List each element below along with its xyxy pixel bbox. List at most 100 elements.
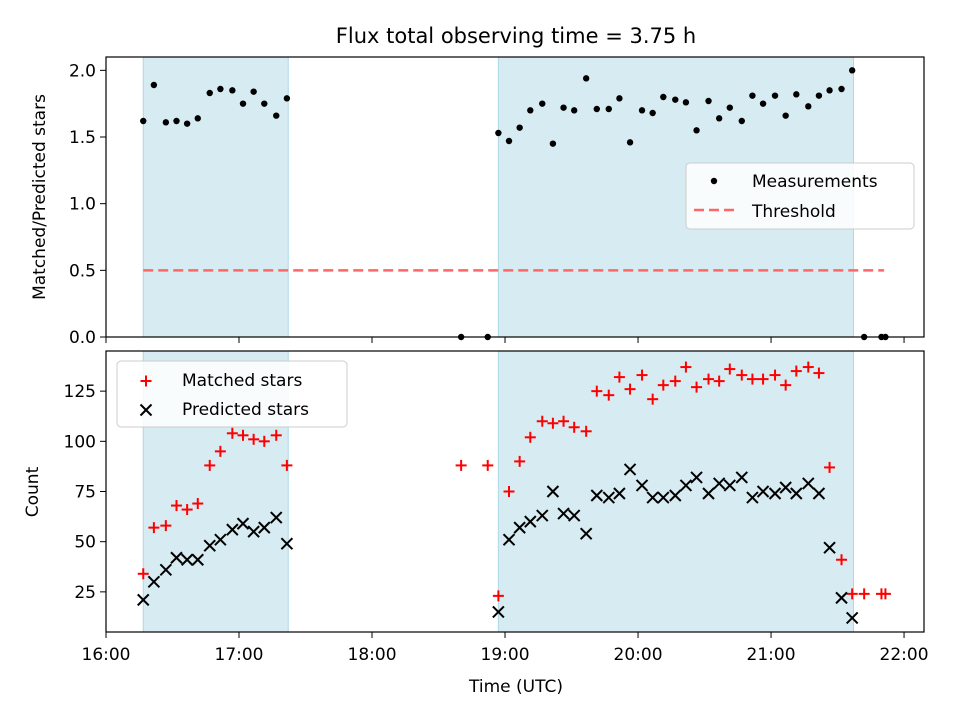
measurement-point [206,89,213,97]
chart-title: Flux total observing time = 3.75 h [336,24,696,48]
measurement-point [660,93,667,101]
y-tick-label: 0.0 [69,328,96,348]
top-y-axis-label: Matched/Predicted stars [30,94,50,300]
predicted-stars-point [147,575,161,589]
predicted-stars-point [270,511,283,524]
predicted-stars-point [723,479,737,492]
predicted-stars-point [567,509,581,522]
measurement-point [162,119,170,126]
matched-stars-point [503,486,515,497]
predicted-stars-point [536,509,549,522]
observing-window-1 [142,56,289,338]
predicted-stars-point [236,517,250,530]
bottom-panel: 25 50 75 100 125 16:00 17:00 18:00 19:00 20:00 21:… [64,350,929,665]
measurement-point [793,91,800,98]
x-tick-label: 22:00 [880,645,929,665]
predicted-stars-point [159,563,173,576]
predicted-stars-point [657,491,670,504]
measurement-point [261,100,268,107]
matched-stars-point [790,365,802,377]
matched-stars-point [703,373,715,385]
legend-measurements-marker [710,177,718,185]
measurement-point [726,104,734,111]
predicted-stars-point [513,521,526,534]
measurement-point [239,100,247,107]
predicted-stars-point [247,525,260,538]
predicted-stars-point [690,471,703,484]
predicted-stars-point [137,593,150,607]
matched-stars-point [780,379,792,391]
measurement-point [805,103,812,110]
matched-stars-point [547,417,559,429]
matched-stars-point [657,379,669,391]
predicted-stars-point [802,477,815,490]
measurement-point [194,115,201,122]
predicted-stars-point [502,533,516,546]
legend-measurements-label: Measurements [752,172,878,192]
predicted-stars-point [790,487,803,500]
y-tick-label: 0.5 [69,261,96,281]
predicted-stars-point [203,539,216,552]
measurement-point [593,105,600,113]
measurement-point [570,107,578,114]
top-legend: Measurements Threshold [685,162,915,230]
predicted-stars-point [635,479,649,492]
matched-stars-point [482,459,494,471]
predicted-stars-point [557,507,570,520]
x-tick-label: 21:00 [747,645,796,665]
matched-stars-point [846,588,858,600]
measurement-point [616,95,623,102]
measurement-point [749,92,756,99]
measurement-point [150,81,158,89]
matched-stars-point [636,369,648,381]
measurement-point [705,97,712,105]
matched-stars-point [757,373,769,385]
measurement-point [815,92,823,99]
y-tick-label: 100 [64,432,96,452]
predicted-stars-point [679,479,693,492]
predicted-stars-point [191,553,204,566]
matched-stars-point [204,459,216,471]
matched-stars-point [624,383,636,395]
bottom-legend: Matched stars Predicted stars [116,360,348,428]
measurement-point [759,100,767,107]
measurement-point [560,104,567,111]
matched-stars-point [536,415,548,427]
predicted-stars-point [546,485,560,498]
panel-frame [105,56,925,338]
matched-stars-point [736,369,748,381]
bottom-y-axis-label: Count [23,466,43,517]
y-tick-label: 75 [74,483,96,503]
measurement-point [771,92,779,99]
measurement-point [250,88,257,95]
matched-stars-point [813,367,825,379]
measurement-point [539,100,546,107]
x-tick-label: 17:00 [215,645,264,665]
matched-stars-point [568,421,580,433]
matched-stars-point [879,588,891,600]
predicted-stars-point [812,487,826,500]
matched-stars-point [258,435,270,447]
y-tick-label: 25 [74,583,96,603]
matched-stars-point [137,568,149,580]
matched-stars-point [281,459,293,471]
y-tick-label: 1.5 [69,128,96,148]
matched-stars-point [181,504,193,516]
matched-stars-point [769,369,781,381]
legend-matched-label: Matched stars [182,371,302,391]
predicted-stars-point [712,477,726,490]
legend-matched-marker [140,375,152,387]
measurement-point [505,137,513,145]
matched-stars-point [160,520,172,532]
measurement-point [229,87,236,94]
matched-stars-point [647,393,659,405]
x-tick-label: 19:00 [481,645,530,665]
legend-frame [685,162,915,230]
measurement-point [140,117,147,125]
matched-stars-point [680,361,692,373]
measurement-point [782,112,789,119]
measurement-point [605,105,612,113]
measurement-point [838,85,845,93]
matched-stars-point [214,445,226,457]
matched-stars-point [248,433,260,445]
